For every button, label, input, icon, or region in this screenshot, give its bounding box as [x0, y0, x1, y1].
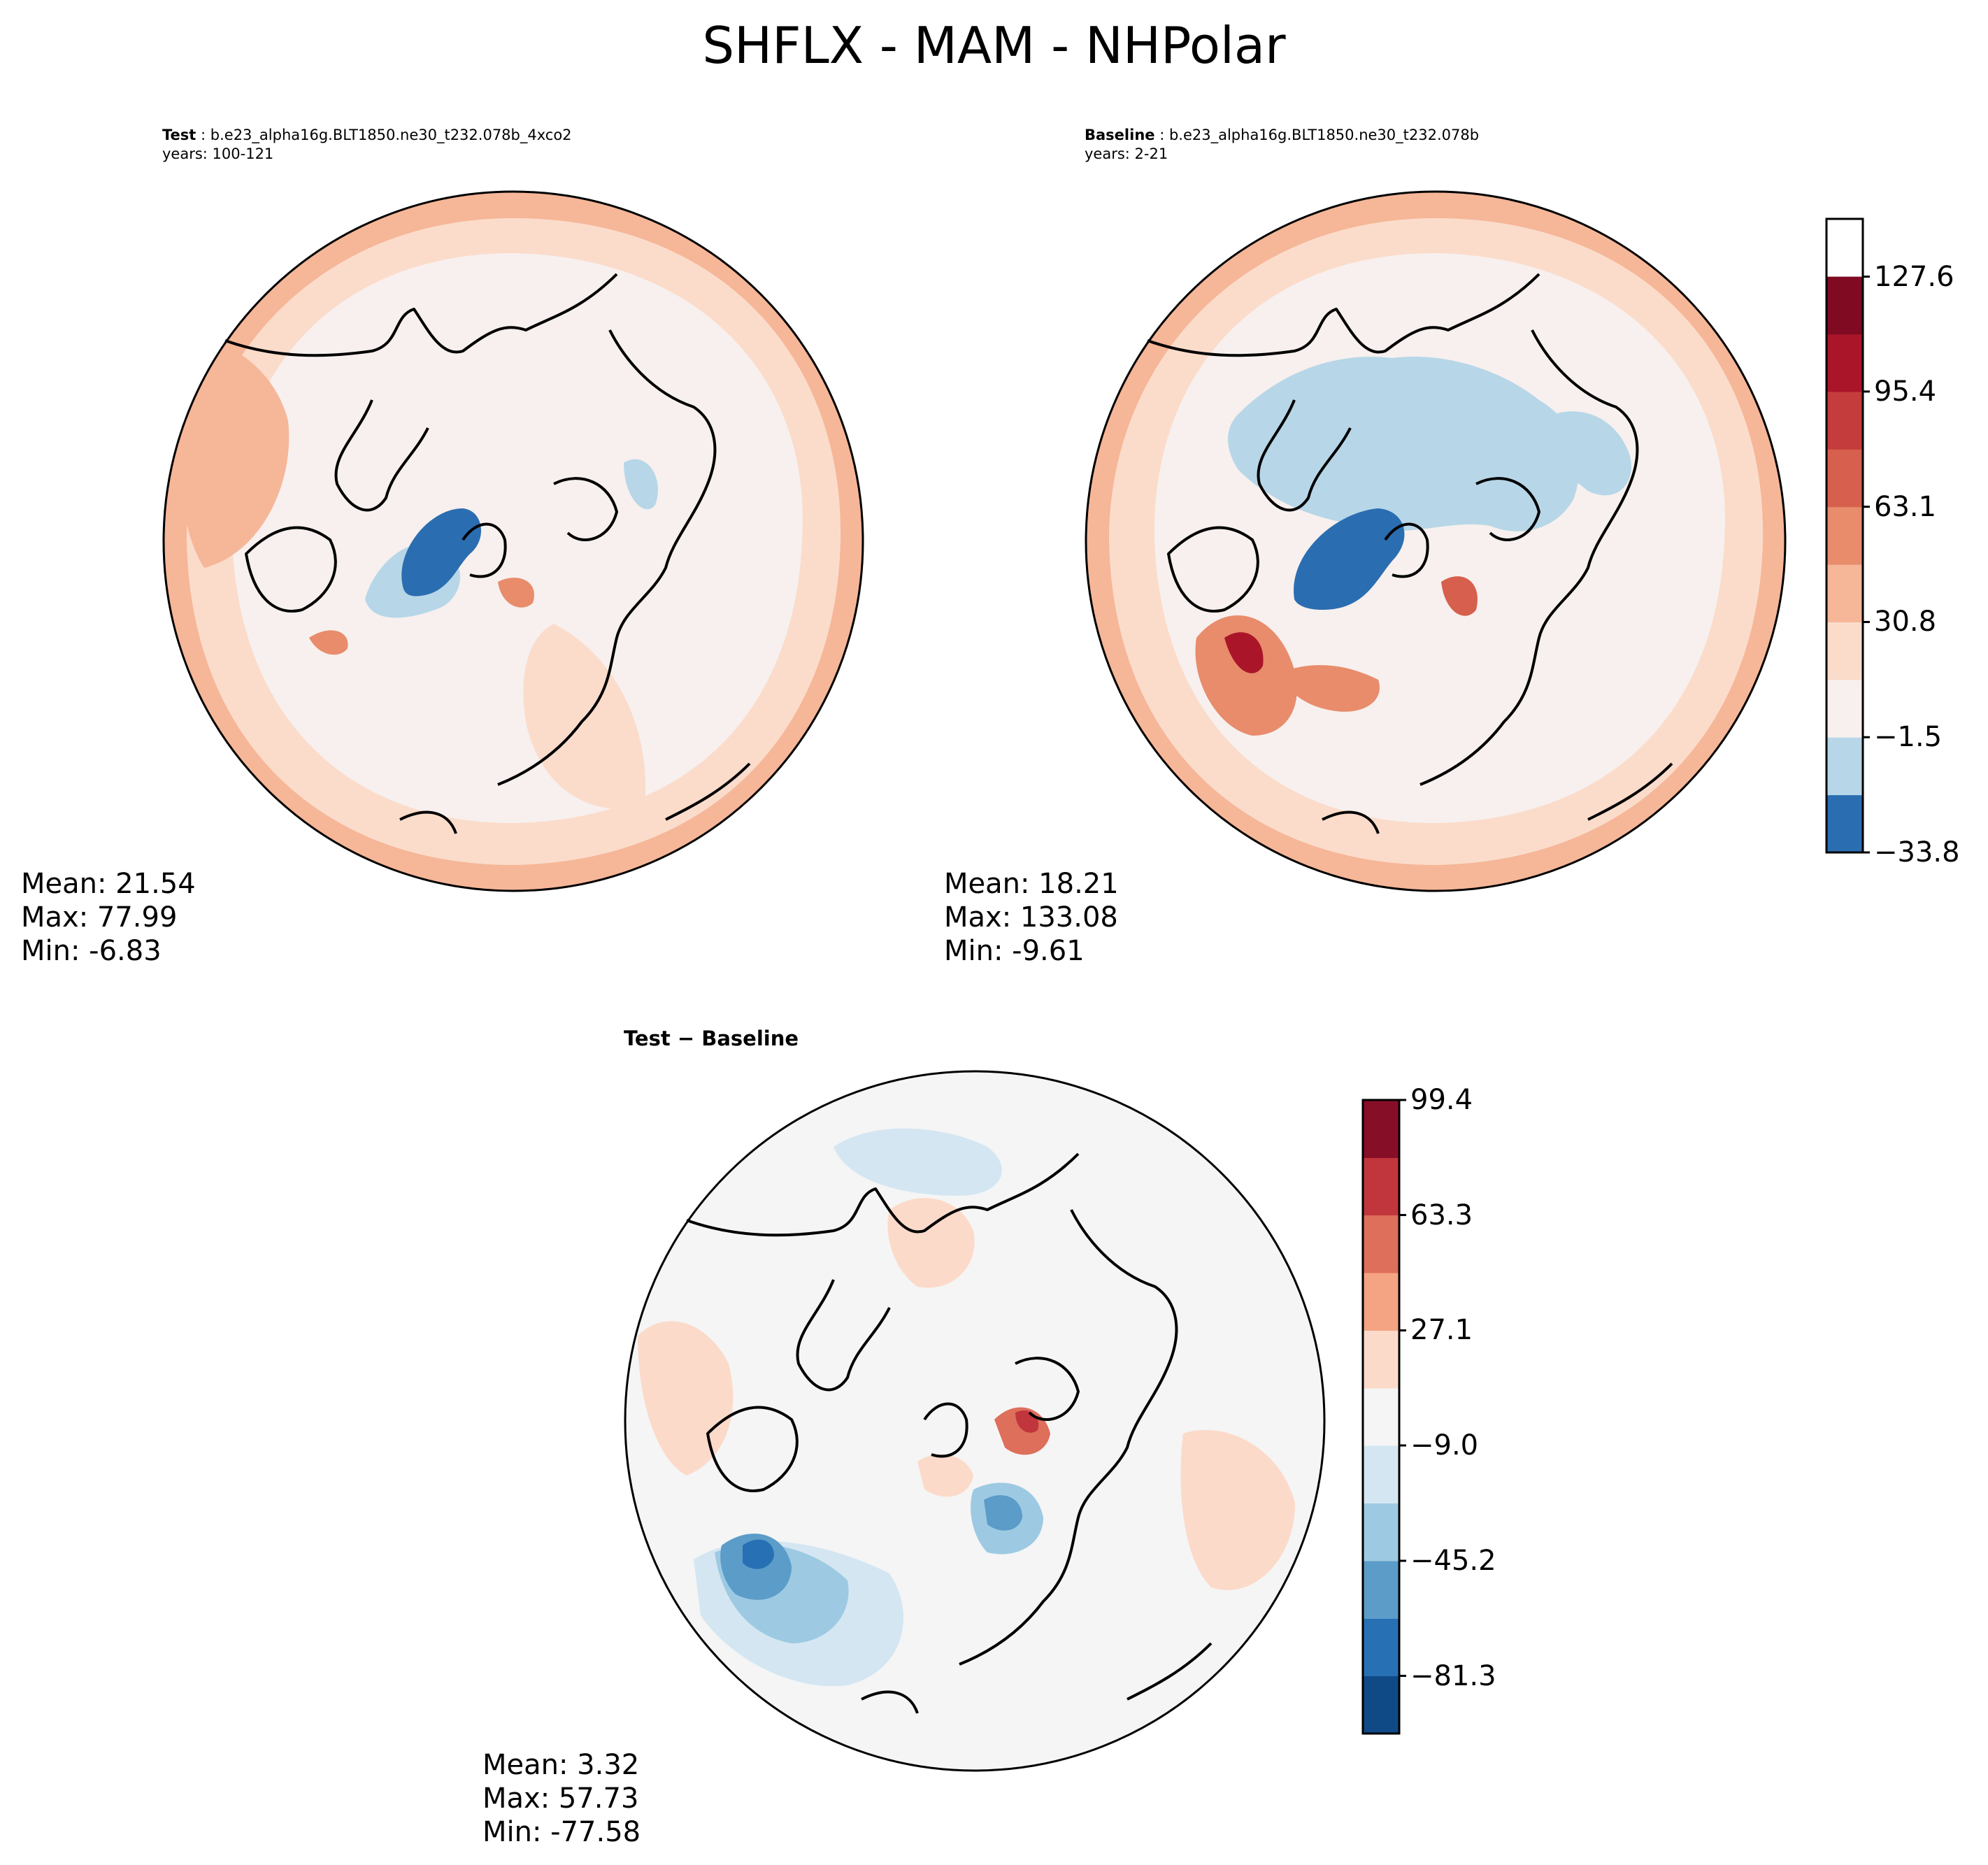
baseline-colorbar-tick-label: 95.4: [1874, 375, 1937, 408]
diff-blue-east-strong: [984, 1495, 1022, 1531]
baseline-map-border: [1085, 190, 1787, 892]
test-warm-spot-2: [498, 578, 534, 608]
diff-colorbar: [1361, 1099, 1406, 1735]
test-coastlines: [224, 273, 751, 834]
test-min: Min: -6.83: [21, 935, 162, 967]
diff-panel-title: Test − Baseline: [624, 1027, 799, 1050]
baseline-map: [1085, 190, 1787, 892]
diff-colorbar-segment: [1363, 1215, 1399, 1273]
baseline-colorbar-segment: [1826, 794, 1863, 853]
baseline-label: Baseline: [1085, 127, 1155, 143]
diff-max: Max: 57.73: [482, 1782, 639, 1815]
diff-warm-north: [887, 1198, 975, 1288]
baseline-atlantic-warm: [1195, 615, 1297, 736]
diff-colorbar-segment: [1363, 1445, 1399, 1504]
diff-colorbar-tick-label: 63.3: [1410, 1199, 1473, 1231]
baseline-colorbar-segment: [1826, 679, 1863, 738]
diff-colorbar-segment: [1363, 1330, 1399, 1389]
test-stats: Mean: 21.54 Max: 77.99 Min: -6.83: [21, 867, 196, 968]
baseline-coastlines: [1147, 273, 1673, 834]
baseline-colorbar-tick-label: 127.6: [1874, 260, 1954, 293]
baseline-colorbar-tick-label: −1.5: [1874, 721, 1943, 754]
diff-coastlines: [686, 1152, 1213, 1714]
diff-colorbar-tick-label: −9.0: [1410, 1429, 1479, 1462]
baseline-colorbar-segment: [1826, 506, 1863, 565]
diff-map: [624, 1070, 1326, 1772]
figure-title: SHFLX - MAM - NHPolar: [702, 16, 1286, 75]
baseline-max: Max: 133.08: [944, 901, 1118, 934]
test-years: years: 100-121: [162, 145, 274, 162]
baseline-colorbar-segment: [1826, 449, 1863, 508]
baseline-warm-spot-2: [1441, 576, 1478, 616]
diff-colorbar-segment: [1363, 1675, 1399, 1734]
baseline-colorbar-tick-label: 30.8: [1874, 606, 1937, 638]
test-case: b.e23_alpha16g.BLT1850.ne30_t232.078b_4x…: [210, 127, 572, 143]
diff-colorbar-segment: [1363, 1503, 1399, 1562]
diff-warm-east: [1180, 1429, 1295, 1590]
test-map-border: [162, 190, 864, 892]
baseline-mean: Mean: 18.21: [944, 868, 1119, 900]
test-map: [162, 190, 864, 892]
baseline-case: b.e23_alpha16g.BLT1850.ne30_t232.078b: [1168, 127, 1480, 143]
baseline-arctic-blue: [1228, 357, 1580, 531]
diff-colorbar-segment: [1363, 1273, 1399, 1331]
baseline-colorbar-segment: [1826, 564, 1863, 622]
baseline-stats: Mean: 18.21 Max: 133.08 Min: -9.61: [944, 867, 1119, 968]
diff-colorbar-segment: [1363, 1100, 1399, 1158]
diff-colorbar-segment: [1363, 1387, 1399, 1446]
baseline-colorbar-segment: [1826, 622, 1863, 680]
baseline-years: years: 2-21: [1085, 145, 1168, 162]
diff-colorbar-tick-label: −81.3: [1410, 1659, 1496, 1692]
test-mean: Mean: 21.54: [21, 868, 196, 900]
baseline-colorbar-segment: [1826, 276, 1863, 335]
test-max: Max: 77.99: [21, 901, 178, 934]
baseline-colorbar-border: [1825, 217, 1864, 854]
diff-mean: Mean: 3.32: [482, 1749, 640, 1781]
diff-stats: Mean: 3.32 Max: 57.73 Min: -77.58: [482, 1748, 641, 1849]
diff-colorbar-segment: [1363, 1560, 1399, 1619]
diff-colorbar-tick-label: 27.1: [1410, 1314, 1473, 1347]
test-panel-title: Test : b.e23_alpha16g.BLT1850.ne30_t232.…: [162, 127, 572, 162]
baseline-colorbar-segment: [1826, 737, 1863, 796]
baseline-colorbar: [1825, 217, 1870, 854]
diff-colorbar-segment: [1363, 1157, 1399, 1216]
baseline-greenland-ice: [1294, 508, 1405, 610]
test-pacific-warm: [523, 624, 646, 809]
diff-blue-strongest: [743, 1539, 774, 1569]
baseline-colorbar-segment: [1826, 391, 1863, 450]
test-label: Test: [162, 127, 196, 143]
test-blue-patch: [624, 459, 658, 510]
baseline-blue-patch-east: [1539, 411, 1631, 496]
diff-colorbar-border: [1361, 1099, 1401, 1735]
baseline-colorbar-tick-label: −33.8: [1874, 836, 1960, 869]
baseline-warm-band-south: [1280, 665, 1380, 712]
diff-warm-center: [917, 1454, 973, 1497]
baseline-panel-title: Baseline : b.e23_alpha16g.BLT1850.ne30_t…: [1085, 127, 1480, 162]
diff-colorbar-tick-label: 99.4: [1410, 1084, 1473, 1116]
diff-map-border: [624, 1070, 1326, 1772]
baseline-min: Min: -9.61: [944, 935, 1085, 967]
test-warm-spot-1: [309, 630, 348, 655]
test-greenland-ice: [401, 508, 482, 596]
baseline-atlantic-hot: [1224, 632, 1264, 673]
test-atlantic-warm: [176, 341, 289, 568]
diff-min: Min: -77.58: [482, 1816, 641, 1848]
baseline-colorbar-tick-label: 63.1: [1874, 490, 1937, 523]
baseline-colorbar-segment: [1826, 334, 1863, 392]
diff-colorbar-tick-label: −45.2: [1410, 1544, 1496, 1577]
diff-blue-north: [834, 1128, 1002, 1196]
diff-colorbar-segment: [1363, 1618, 1399, 1677]
